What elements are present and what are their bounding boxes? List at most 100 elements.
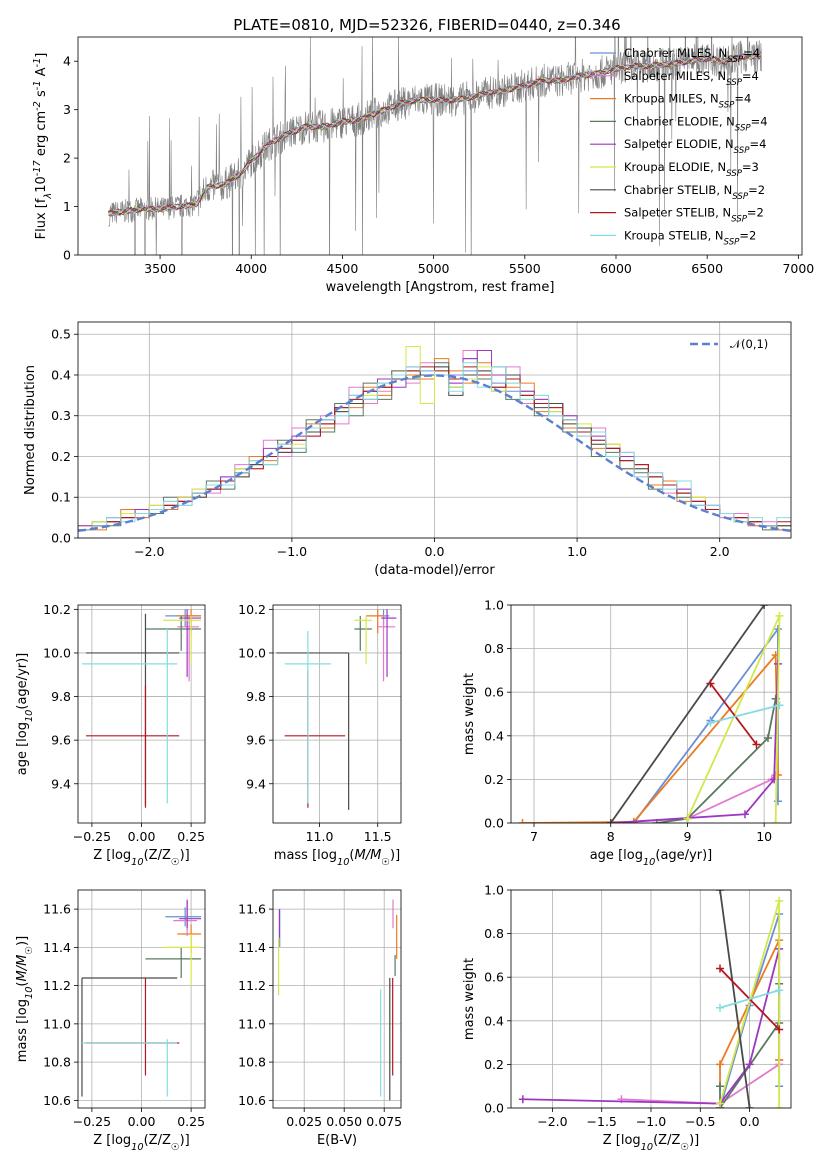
legend-label-base: Kroupa MILES, N <box>624 92 719 106</box>
x-tick-label: 0.00 <box>128 1114 156 1129</box>
weight-marker-7 <box>775 1025 784 1034</box>
y-tick-label: 4 <box>63 54 71 69</box>
normal-curve <box>78 374 791 533</box>
label-span: age/yr <box>660 848 702 863</box>
legend-label-tail: =3 <box>742 160 759 174</box>
legend-label-sub: SSP <box>732 192 749 202</box>
x-tick-label: −1.0 <box>636 1114 666 1129</box>
label-span: ☉ <box>171 1142 180 1153</box>
weight-marker-2 <box>716 1060 725 1069</box>
label-span: (Z/Z <box>653 1133 680 1148</box>
y-tick-label: 0.2 <box>484 1057 504 1072</box>
panel-age-vs-Z: −0.25 0.00 0.259.49.69.810.010.2Z [log10(Z… <box>15 602 206 868</box>
plot-area <box>276 609 397 810</box>
plot-area <box>81 899 202 1097</box>
legend-label-sub: SSP <box>726 78 743 88</box>
figure-title: PLATE=0810, MJD=52326, FIBERID=0440, z=0… <box>233 16 620 34</box>
x-tick-label: 3500 <box>144 261 176 276</box>
x-tick-label: −1.0 <box>277 544 307 559</box>
label-span: age [log <box>15 722 30 775</box>
y-tick-label: 0.3 <box>51 408 71 423</box>
x-tick-label: 7 <box>530 829 538 844</box>
x-tick-label: 4500 <box>327 261 359 276</box>
y-tick-label: 0.6 <box>484 685 504 700</box>
weight-marker-3 <box>716 1082 725 1091</box>
weight-marker-5 <box>716 1099 725 1108</box>
y-axis-label: Normed distribution <box>23 365 38 495</box>
legend-label-1: Salpeter MILES, NSSP=4 <box>624 69 759 88</box>
y-tick-label: 10.6 <box>238 1093 266 1108</box>
label-span: 10 <box>643 857 655 868</box>
legend-label-normal: 𝒩(0,1) <box>730 337 768 351</box>
weight-marker-7 <box>706 679 715 688</box>
y-tick-label: 10.0 <box>43 645 71 660</box>
weight-marker-8 <box>706 718 715 727</box>
y-axis-label: Flux [fλ10-17 erg cm-2 s-1 A-1] <box>32 53 54 240</box>
y-tick-label: 9.4 <box>246 776 266 791</box>
weight-marker-6 <box>606 819 615 823</box>
label-span: 10 <box>24 710 35 722</box>
legend-label-0: Chabrier MILES, NSSP=4 <box>624 46 760 65</box>
y-tick-label: 0.0 <box>484 816 504 831</box>
plot-area <box>107 37 762 255</box>
weight-line-8 <box>710 704 780 724</box>
x-tick-label: 10 <box>756 829 772 844</box>
label-span: -2 <box>32 101 43 111</box>
legend-label-tail: =2 <box>747 206 764 220</box>
label-span: -1 <box>32 58 43 68</box>
x-tick-label: 0.025 <box>286 1114 322 1129</box>
y-tick-label: 2 <box>63 151 71 166</box>
weight-marker-2 <box>518 819 527 823</box>
x-tick-label: −0.25 <box>73 1114 111 1129</box>
label-span: ☉ <box>381 857 390 868</box>
weight-marker-4 <box>518 1095 527 1104</box>
label-span: M/M <box>354 848 381 863</box>
x-tick-label: 11.5 <box>364 829 392 844</box>
x-tick-label: 6500 <box>691 261 723 276</box>
legend-label-base: Salpeter MILES, N <box>624 69 726 83</box>
y-tick-label: 0.8 <box>484 641 504 656</box>
x-tick-label: 5000 <box>418 261 450 276</box>
x-tick-label: 0.0 <box>425 544 445 559</box>
panel-spectrum: 3500 4000 4500 5000 5500 6000 6500 7000 0 1 2 3 4 wav… <box>32 36 814 295</box>
y-tick-label: 10.0 <box>238 645 266 660</box>
label-span: ( <box>15 705 30 710</box>
x-tick-label: 0.0 <box>740 1114 760 1129</box>
weight-marker-7 <box>716 964 725 973</box>
y-tick-label: 11.6 <box>43 902 71 917</box>
weight-marker-5 <box>683 814 692 823</box>
label-span: )] <box>390 848 400 863</box>
label-span: ☉ <box>171 857 180 868</box>
x-axis-label: (data-model)/error <box>374 563 495 578</box>
x-tick-label: 7000 <box>782 261 814 276</box>
y-tick-label: 10.2 <box>238 602 266 617</box>
plot-area <box>78 345 791 538</box>
label-span: ( <box>349 848 354 863</box>
label-span: 10 <box>34 176 49 193</box>
label-span: wavelength [Angstrom, rest frame] <box>326 280 555 295</box>
axes-frame <box>77 36 803 256</box>
axes-frame <box>510 604 792 824</box>
legend-label-2: Kroupa MILES, NSSP=4 <box>624 92 751 111</box>
x-axis-label: wavelength [Angstrom, rest frame] <box>326 280 555 295</box>
legend-label-tail: =2 <box>748 183 765 197</box>
y-tick-label: 9.6 <box>51 733 71 748</box>
x-tick-label: 0.075 <box>366 1114 402 1129</box>
label-span: Z [log <box>93 1133 131 1148</box>
y-tick-label: 0 <box>63 248 71 263</box>
y-tick-label: 1 <box>63 199 71 214</box>
weight-marker-8 <box>775 986 784 995</box>
x-tick-label: 2.0 <box>710 544 730 559</box>
y-tick-label: 1.0 <box>484 883 504 898</box>
label-span: ☉ <box>680 1142 689 1153</box>
panel-residual-histogram: −2.0 −1.0 0.0 1.0 2.0 0.0 0.1 0.2 0.3 0.4 0.5 (data… <box>23 321 792 578</box>
axes-frame <box>272 889 402 1109</box>
weight-marker-3 <box>763 733 772 742</box>
y-tick-label: 9.6 <box>246 733 266 748</box>
label-span: )] <box>180 1133 190 1148</box>
label-span: Normed distribution <box>23 365 38 495</box>
weight-marker-5 <box>775 611 784 620</box>
y-tick-label: 9.8 <box>51 689 71 704</box>
y-tick-label: 11.6 <box>238 902 266 917</box>
weight-line-7 <box>709 682 758 746</box>
